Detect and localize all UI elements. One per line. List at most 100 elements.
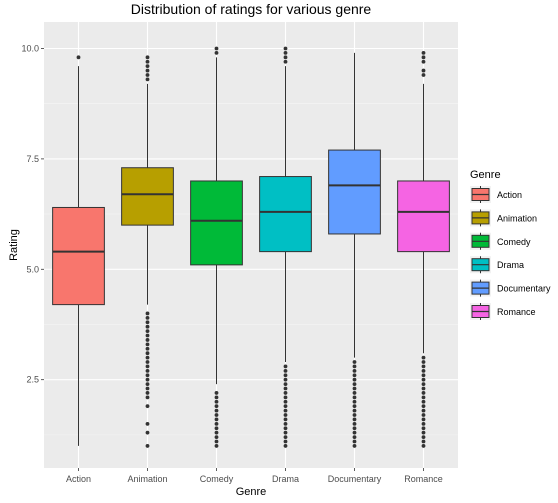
outlier-point [421, 382, 426, 386]
outlier-point [145, 55, 150, 60]
outlier-point [352, 435, 357, 439]
outlier-point [283, 368, 288, 373]
outlier-point [352, 439, 357, 444]
box-iqr [259, 176, 312, 253]
x-tick-label: Documentary [328, 474, 382, 484]
outlier-point [421, 51, 426, 55]
outlier-point [421, 439, 426, 444]
x-tick-label: Romance [404, 474, 443, 484]
outlier-point [145, 333, 150, 338]
outlier-point [352, 360, 357, 364]
outlier-point [352, 373, 357, 378]
outlier-point [145, 444, 150, 448]
box-iqr [190, 180, 243, 266]
legend-item-comedy: Comedy [470, 232, 531, 250]
legend-item-romance: Romance [470, 303, 536, 320]
outlier-point [352, 382, 357, 386]
outlier-point [352, 386, 357, 391]
legend-label: Romance [497, 307, 536, 317]
outlier-point [283, 430, 288, 435]
outlier-point [283, 382, 288, 386]
legend-label: Comedy [497, 237, 531, 247]
outlier-point [352, 413, 357, 417]
box-iqr [328, 149, 381, 235]
outlier-point [145, 311, 150, 316]
outlier-point [352, 364, 357, 369]
outlier-point [145, 324, 150, 329]
outlier-point [214, 391, 219, 395]
outlier-point [352, 395, 357, 400]
outlier-point [145, 342, 150, 347]
outlier-point [283, 55, 288, 60]
outlier-point [145, 68, 150, 73]
outlier-point [214, 399, 219, 404]
outlier-point [283, 51, 288, 55]
outlier-point [283, 417, 288, 422]
outlier-point [76, 55, 81, 60]
outlier-point [214, 51, 219, 55]
outlier-point [145, 351, 150, 356]
outlier-point [421, 395, 426, 400]
outlier-point [421, 417, 426, 422]
outlier-point [421, 73, 426, 77]
outlier-point [283, 435, 288, 439]
outlier-point [214, 430, 219, 435]
outlier-point [145, 404, 150, 409]
x-axis: Action Animation Comedy Drama Documentary Rom… [66, 468, 443, 484]
boxes-layer [52, 46, 450, 448]
box-action [52, 55, 105, 446]
outlier-point [145, 391, 150, 395]
outlier-point [421, 430, 426, 435]
x-tick-label: Drama [272, 474, 299, 484]
outlier-point [352, 417, 357, 422]
x-axis-title: Genre [236, 486, 267, 498]
outlier-point [283, 377, 288, 382]
legend-label: Animation [497, 213, 537, 223]
box-iqr [52, 206, 105, 306]
outlier-point [145, 360, 150, 364]
chart-title: Distribution of ratings for various genr… [131, 1, 372, 17]
outlier-point [283, 46, 288, 51]
legend-label: Action [497, 190, 522, 200]
outlier-point [421, 404, 426, 409]
outlier-point [421, 364, 426, 369]
outlier-point [421, 391, 426, 395]
outlier-point [145, 395, 150, 400]
box-documentary [328, 52, 381, 448]
outlier-point [421, 68, 426, 73]
outlier-point [145, 338, 150, 342]
box-animation [121, 55, 174, 448]
outlier-point [283, 413, 288, 417]
plot-panel [44, 22, 458, 468]
legend-label: Drama [497, 260, 524, 270]
y-tick-label: 2.5 [26, 375, 39, 385]
legend-title: Genre [470, 169, 501, 181]
box-iqr [121, 167, 174, 226]
box-comedy [190, 46, 243, 448]
outlier-point [352, 399, 357, 404]
legend-item-animation: Animation [470, 209, 537, 227]
outlier-point [214, 417, 219, 422]
outlier-point [145, 386, 150, 391]
outlier-point [145, 77, 150, 82]
legend-label: Documentary [497, 284, 551, 294]
outlier-point [352, 368, 357, 373]
outlier-point [283, 391, 288, 395]
outlier-point [214, 426, 219, 431]
outlier-point [352, 377, 357, 382]
outlier-point [421, 368, 426, 373]
x-tick-label: Animation [127, 474, 167, 484]
outlier-point [214, 408, 219, 413]
y-tick-label: 7.5 [26, 154, 39, 164]
outlier-point [145, 64, 150, 69]
outlier-point [421, 421, 426, 426]
outlier-point [283, 59, 288, 64]
outlier-point [421, 408, 426, 413]
outlier-point [352, 408, 357, 413]
outlier-point [283, 395, 288, 400]
outlier-point [421, 399, 426, 404]
outlier-point [421, 435, 426, 439]
outlier-point [145, 315, 150, 320]
outlier-point [145, 329, 150, 334]
